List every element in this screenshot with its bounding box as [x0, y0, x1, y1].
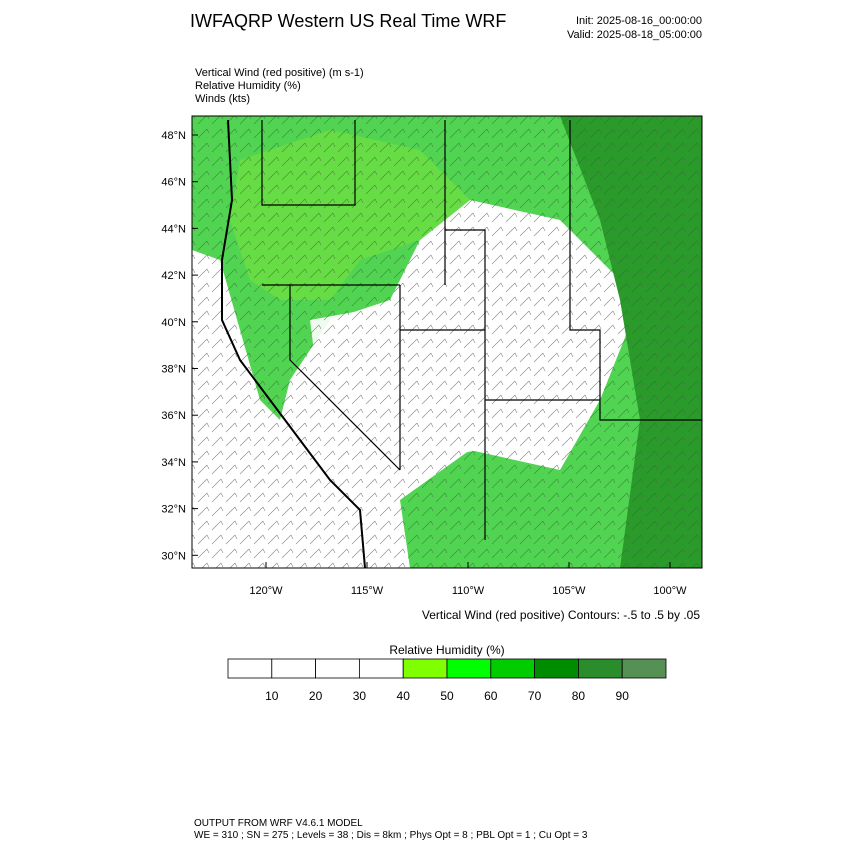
lat-label: 34°N — [161, 457, 186, 469]
contour-note: Vertical Wind (red positive) Contours: -… — [422, 608, 700, 622]
lon-label: 105°W — [552, 585, 586, 597]
footer-line: WE = 310 ; SN = 275 ; Levels = 38 ; Dis … — [194, 830, 588, 841]
colorbar-box — [446, 658, 492, 679]
lon-label: 120°W — [249, 585, 283, 597]
colorbar-title: Relative Humidity (%) — [389, 643, 504, 657]
colorbar-box — [490, 658, 535, 679]
lat-label: 44°N — [161, 223, 186, 235]
colorbar-box — [227, 658, 273, 679]
colorbar-box — [358, 658, 404, 679]
lat-label: 46°N — [161, 177, 186, 189]
colorbar-box — [534, 658, 579, 679]
field-label: Winds (kts) — [195, 93, 250, 105]
lon-label: 115°W — [351, 585, 384, 597]
colorbar-tick-label: 40 — [397, 689, 411, 703]
colorbar-tick-label: 30 — [353, 689, 367, 703]
colorbar-tick-label: 50 — [440, 689, 454, 703]
lat-label: 38°N — [161, 364, 186, 376]
field-list: Vertical Wind (red positive) (m s-1) Rel… — [195, 67, 364, 105]
lat-label: 36°N — [161, 410, 186, 422]
colorbar-box — [402, 658, 448, 679]
colorbar-tick-label: 70 — [528, 689, 542, 703]
colorbar-tick-label: 10 — [265, 689, 279, 703]
colorbar-box — [271, 658, 316, 679]
colorbar-tick-label: 90 — [616, 689, 630, 703]
lon-label: 110°W — [452, 585, 485, 597]
colorbar-tick-label: 80 — [572, 689, 586, 703]
lon-label: 100°W — [653, 585, 687, 597]
map-frame — [191, 115, 703, 569]
colorbar-tick-label: 60 — [484, 689, 498, 703]
lat-label: 42°N — [161, 270, 186, 282]
field-label: Relative Humidity (%) — [195, 80, 301, 92]
lat-label: 48°N — [161, 130, 186, 142]
valid-time: Valid: 2025-08-18_05:00:00 — [567, 29, 702, 41]
lat-label: 32°N — [161, 504, 186, 516]
colorbar-box — [315, 658, 360, 679]
init-time: Init: 2025-08-16_00:00:00 — [576, 15, 702, 27]
lat-label: 30°N — [161, 550, 186, 562]
field-label: Vertical Wind (red positive) (m s-1) — [195, 67, 364, 79]
title: IWFAQRP Western US Real Time WRF — [190, 11, 506, 31]
colorbar-box — [621, 658, 667, 679]
lat-label: 40°N — [161, 317, 186, 329]
map — [192, 116, 702, 568]
footer-line: OUTPUT FROM WRF V4.6.1 MODEL — [194, 818, 363, 829]
colorbar-box — [578, 658, 623, 679]
colorbar-tick-label: 20 — [309, 689, 323, 703]
